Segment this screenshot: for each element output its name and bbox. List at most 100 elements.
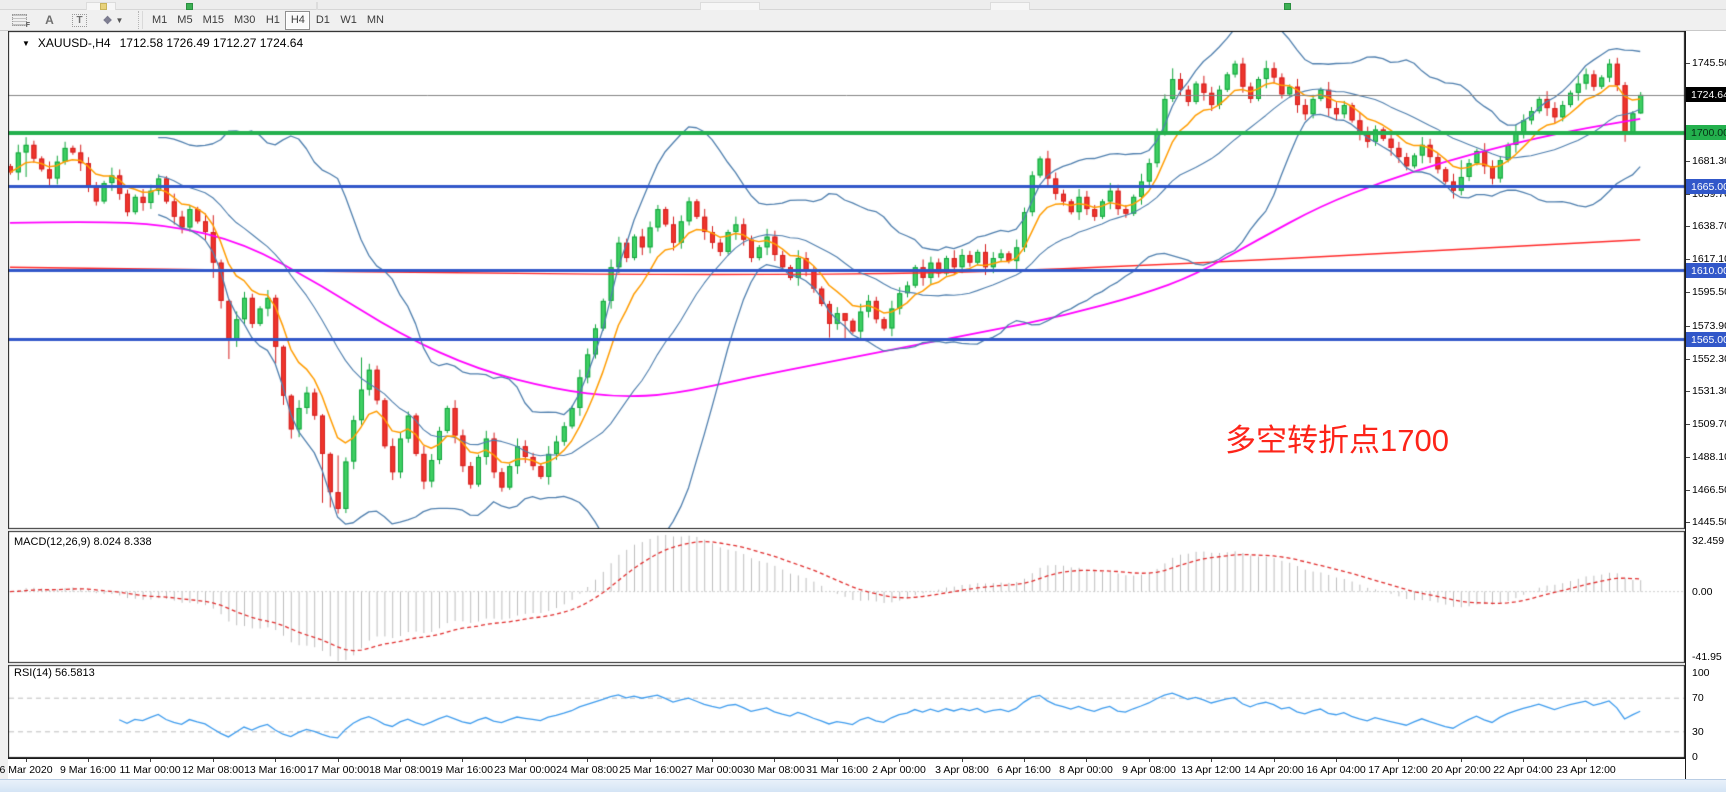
time-tick-mark [1336,759,1337,762]
time-tick-label: 31 Mar 16:00 [806,764,868,776]
price-tick-mark [1686,63,1690,64]
partial-icon-green [1284,3,1291,10]
timeframe-button-d1[interactable]: D1 [315,14,330,26]
timeframe-button-m1[interactable]: M1 [152,14,168,26]
time-tick-mark [962,759,963,762]
price-tick-mark [1686,424,1690,425]
timeframe-button-h1[interactable]: H1 [265,14,280,26]
price-tick-label: 1466.50 [1692,484,1726,496]
partial-separator [316,2,318,10]
time-tick-mark [525,759,526,762]
price-tick-mark [1686,194,1690,195]
time-tick-label: 27 Mar 00:00 [681,764,743,776]
time-tick-mark [400,759,401,762]
time-tick-mark [338,759,339,762]
price-tick-label: 1745.50 [1692,57,1726,69]
price-tick-mark [1686,259,1690,260]
price-tick-label: 1595.50 [1692,286,1726,298]
time-tick-label: 11 Mar 00:00 [119,764,181,776]
partial-icon-yellow [100,3,107,10]
time-tick-label: 24 Mar 08:00 [556,764,618,776]
price-tick-mark [1686,522,1690,523]
time-tick-mark [1274,759,1275,762]
timeframe-button-m15[interactable]: M15 [202,14,224,26]
text-tool-button[interactable]: A [36,11,63,29]
price-tick-mark [1686,292,1690,293]
price-tick-label: 1681.30 [1692,155,1726,167]
time-tick-label: 6 Apr 16:00 [997,764,1051,776]
rsi-tick-label: 30 [1692,726,1704,738]
macd-tick-label: -41.95 [1692,651,1722,663]
timeframe-button-m5[interactable]: M5 [177,14,193,26]
price-tick-label: 1617.10 [1692,253,1726,265]
chart-text-annotation[interactable]: 多空转折点1700 [1225,423,1449,458]
rsi-indicator-label: RSI(14) 56.5813 [14,667,95,679]
time-tick-mark [26,759,27,762]
symbol-period-label: XAUUSD-,H4 [37,36,111,50]
price-axis[interactable]: 1745.501681.301659.701638.701617.101595.… [1685,31,1726,779]
time-tick-mark [88,759,89,762]
time-tick-mark [1523,759,1524,762]
text-label-icon: T [72,13,87,27]
price-tick-mark [1686,326,1690,327]
price-tick-label: 1552.30 [1692,353,1726,365]
rsi-tick-label: 0 [1692,751,1698,763]
time-tick-label: 19 Mar 16:00 [431,764,493,776]
time-tick-mark [275,759,276,762]
price-tick-label: 1638.70 [1692,220,1726,232]
time-tick-mark [712,759,713,762]
time-axis[interactable]: 6 Mar 2020 9 Mar 16:00 11 Mar 00:00 12 Mar … [0,758,1685,779]
price-level-box: 1700.00 [1686,125,1726,140]
time-tick-label: 20 Apr 20:00 [1431,764,1491,776]
price-tick-mark [1686,391,1690,392]
time-tick-label: 22 Apr 04:00 [1493,764,1553,776]
top-toolbar-partial [0,0,1726,10]
partial-button [700,2,760,10]
time-tick-label: 17 Mar 00:00 [307,764,369,776]
time-tick-label: 3 Apr 08:00 [935,764,989,776]
time-tick-label: 23 Mar 00:00 [494,764,556,776]
text-a-icon: A [45,13,54,27]
time-tick-mark [1461,759,1462,762]
time-tick-label: 12 Mar 08:00 [182,764,244,776]
time-tick-label: 25 Mar 16:00 [619,764,681,776]
timeframe-button-mn[interactable]: MN [366,14,384,26]
label-tool-button[interactable]: T [66,11,93,29]
time-tick-mark [213,759,214,762]
time-tick-mark [1086,759,1087,762]
macd-tick-label: 0.00 [1692,586,1713,598]
price-tick-mark [1686,490,1690,491]
price-tick-mark [1686,359,1690,360]
time-tick-mark [1586,759,1587,762]
time-tick-label: 13 Mar 16:00 [244,764,306,776]
arrow-objects-button[interactable]: ❖ ▼ [96,11,130,29]
time-tick-mark [1024,759,1025,762]
price-tick-mark [1686,457,1690,458]
price-tick-label: 1531.30 [1692,385,1726,397]
price-level-box: 1724.64 [1686,87,1726,102]
timeframe-button-w1[interactable]: W1 [340,14,357,26]
time-tick-mark [1398,759,1399,762]
price-level-box: 1610.00 [1686,263,1726,278]
price-tick-mark [1686,161,1690,162]
arrow-objects-icon: ❖ [102,14,113,27]
main-chart-canvas[interactable] [8,31,1685,758]
time-tick-label: 16 Apr 04:00 [1306,764,1366,776]
time-tick-mark [774,759,775,762]
time-tick-mark [837,759,838,762]
chart-dropdown-icon[interactable]: ▼ [22,38,30,48]
rsi-tick-label: 100 [1692,667,1710,679]
price-tick-label: 1573.90 [1692,320,1726,332]
time-tick-mark [1211,759,1212,762]
chart-toolbar: F A T ❖ ▼ M1 M5 M15 M30 H1 H4 D1 W1 MN [0,10,1726,31]
time-tick-mark [587,759,588,762]
chart-shift-button[interactable]: F [6,11,33,29]
status-bar [0,779,1726,792]
time-tick-mark [462,759,463,762]
price-level-box: 1665.00 [1686,179,1726,194]
timeframe-button-m30[interactable]: M30 [233,14,256,26]
price-level-box: 1565.00 [1686,332,1726,347]
timeframe-button-h4[interactable]: H4 [285,10,311,30]
time-tick-label: 2 Apr 00:00 [872,764,926,776]
